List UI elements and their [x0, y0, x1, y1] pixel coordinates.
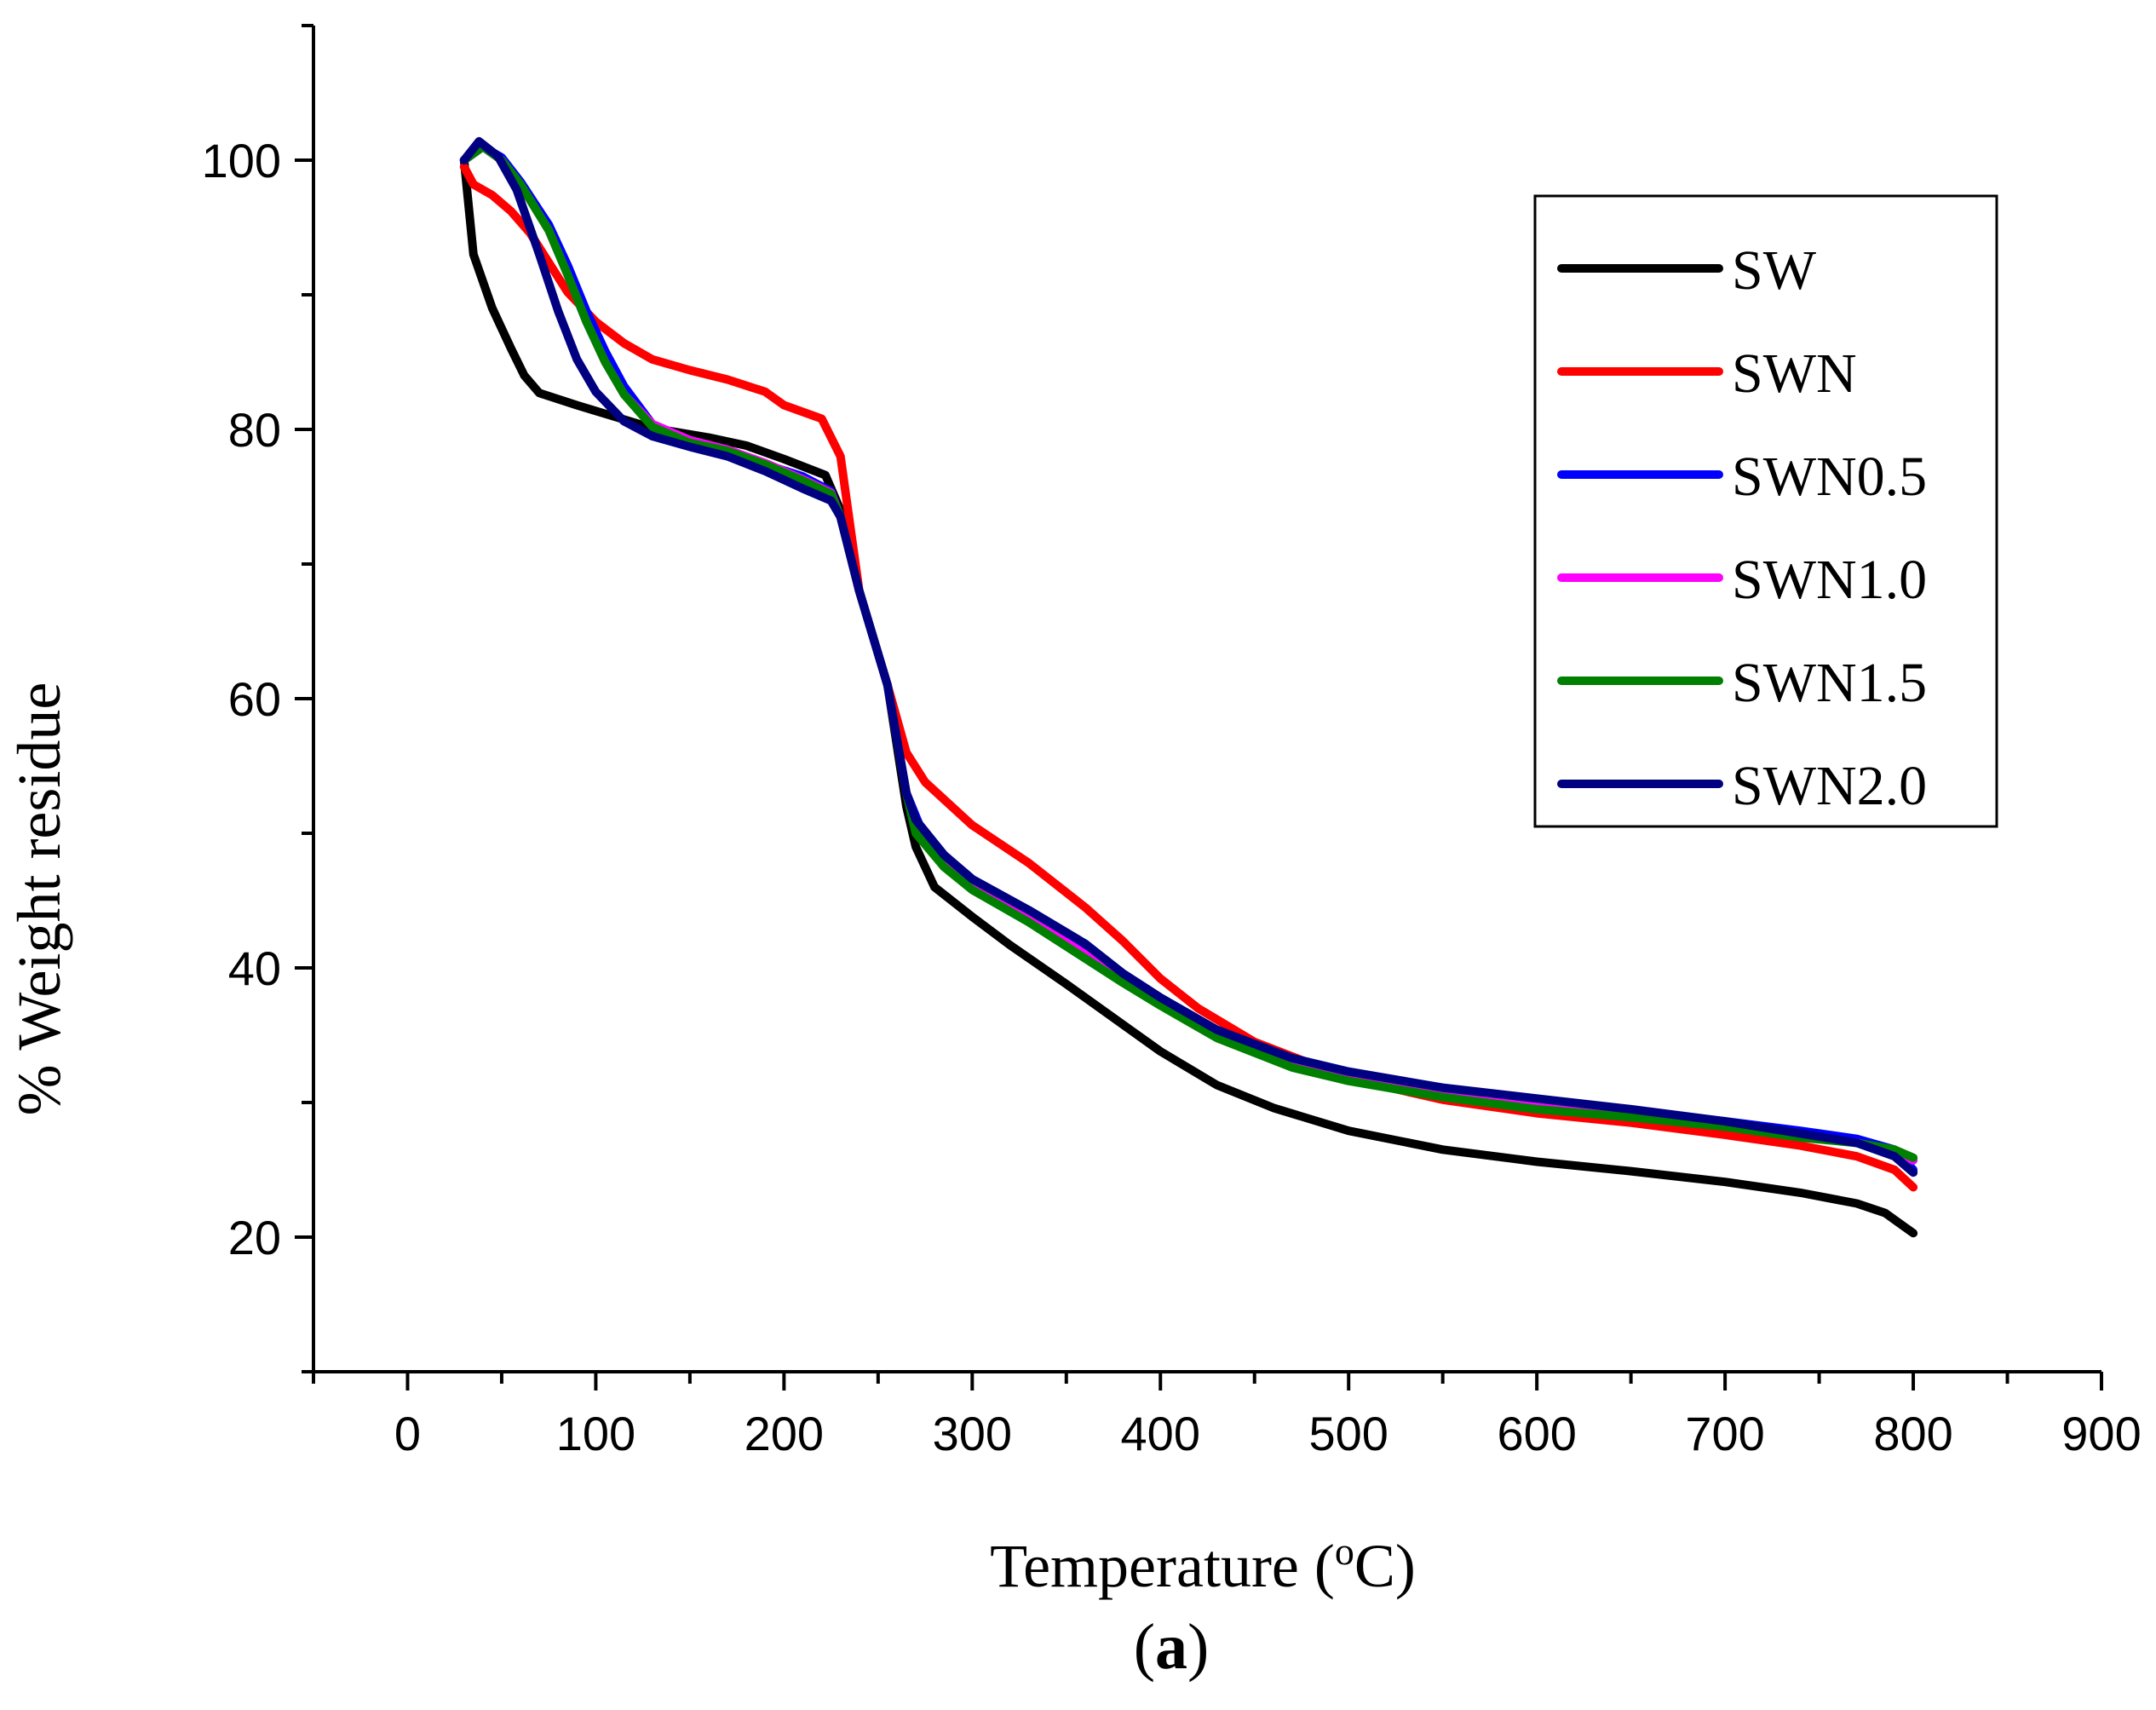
y-axis-title: % Weight residue	[5, 682, 73, 1116]
legend-label: SWN0.5	[1732, 446, 1927, 508]
legend-label: SWN1.0	[1732, 549, 1927, 611]
panel-label: (a)	[1134, 1611, 1210, 1683]
x-tick-label: 800	[1873, 1407, 1952, 1460]
x-tick-label: 300	[933, 1407, 1012, 1460]
x-tick-label: 400	[1121, 1407, 1200, 1460]
x-tick-label: 0	[394, 1407, 421, 1460]
legend-label: SWN1.5	[1732, 652, 1927, 714]
series-line-swn2-0	[459, 136, 1918, 1177]
x-axis-title: Temperature (oC)	[990, 1529, 1416, 1600]
legend-label: SW	[1732, 239, 1817, 302]
x-tick-label: 100	[556, 1407, 635, 1460]
degree-superscript: o	[1335, 1529, 1354, 1573]
axes: 0 100 200 300 400 500 600 700 800 900 20 40 60 80 100	[202, 24, 2142, 1460]
y-tick-label: 20	[228, 1211, 281, 1264]
y-tick-label: 40	[228, 941, 281, 995]
x-tick-label: 500	[1308, 1407, 1388, 1460]
x-tick-label: 700	[1685, 1407, 1764, 1460]
y-tick-label: 80	[228, 403, 281, 457]
legend-label: SWN	[1732, 343, 1857, 405]
y-tick-label: 60	[228, 672, 281, 726]
x-tick-label: 600	[1497, 1407, 1576, 1460]
x-tick-label: 900	[2061, 1407, 2141, 1460]
x-tick-label: 200	[745, 1407, 824, 1460]
y-tick-label: 100	[202, 134, 281, 187]
series-line-sw	[459, 156, 1918, 1238]
legend-label: SWN2.0	[1732, 755, 1927, 817]
legend: SW SWN SWN0.5 SWN1.0 SWN1.5 SWN2.0	[1533, 194, 1998, 828]
legend-box	[1533, 194, 1998, 828]
series-lines	[459, 136, 1918, 1238]
